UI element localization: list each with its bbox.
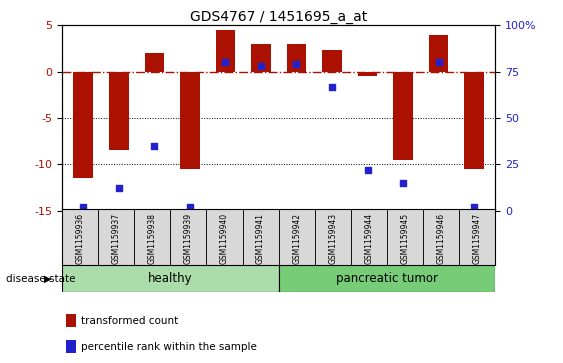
Text: GSM1159941: GSM1159941 xyxy=(256,213,265,264)
Point xyxy=(79,204,88,210)
Bar xyxy=(109,72,128,150)
Title: GDS4767 / 1451695_a_at: GDS4767 / 1451695_a_at xyxy=(190,11,367,24)
Bar xyxy=(287,44,306,72)
Bar xyxy=(145,53,164,72)
Point xyxy=(328,83,337,89)
Bar xyxy=(62,209,98,265)
Point xyxy=(399,180,408,185)
Bar xyxy=(207,209,243,265)
Bar xyxy=(243,209,279,265)
Bar xyxy=(171,209,207,265)
Text: percentile rank within the sample: percentile rank within the sample xyxy=(82,342,257,352)
Text: GSM1159939: GSM1159939 xyxy=(184,213,193,264)
Bar xyxy=(351,209,387,265)
Bar xyxy=(322,50,342,72)
Bar xyxy=(134,209,171,265)
Bar xyxy=(387,209,423,265)
Text: GSM1159936: GSM1159936 xyxy=(75,213,84,264)
Point xyxy=(185,204,194,210)
Text: ▶: ▶ xyxy=(44,274,52,284)
Text: healthy: healthy xyxy=(148,272,193,285)
Bar xyxy=(423,209,459,265)
Point xyxy=(470,204,479,210)
Text: GSM1159945: GSM1159945 xyxy=(401,213,410,264)
Bar xyxy=(98,209,134,265)
Bar xyxy=(429,34,448,72)
Bar xyxy=(279,209,315,265)
Point xyxy=(363,167,372,173)
Text: GSM1159940: GSM1159940 xyxy=(220,213,229,264)
Bar xyxy=(459,209,495,265)
Text: transformed count: transformed count xyxy=(82,316,178,326)
Text: disease state: disease state xyxy=(6,274,75,284)
Point xyxy=(434,60,443,65)
Point xyxy=(221,60,230,65)
Point xyxy=(292,61,301,67)
Bar xyxy=(251,44,271,72)
Text: GSM1159944: GSM1159944 xyxy=(364,213,373,264)
Text: pancreatic tumor: pancreatic tumor xyxy=(336,272,438,285)
Point xyxy=(150,143,159,149)
Bar xyxy=(216,30,235,72)
Point xyxy=(114,185,123,191)
Bar xyxy=(394,72,413,160)
Bar xyxy=(358,72,377,76)
Text: GSM1159942: GSM1159942 xyxy=(292,213,301,264)
Text: GSM1159946: GSM1159946 xyxy=(437,213,446,264)
Bar xyxy=(180,72,200,169)
Text: GSM1159943: GSM1159943 xyxy=(328,213,337,264)
Text: GSM1159947: GSM1159947 xyxy=(473,213,482,264)
Text: GSM1159937: GSM1159937 xyxy=(111,213,120,264)
Bar xyxy=(279,265,495,292)
Text: GSM1159938: GSM1159938 xyxy=(148,213,157,264)
Bar xyxy=(66,314,76,327)
Point xyxy=(256,63,265,69)
Bar xyxy=(315,209,351,265)
Bar xyxy=(62,265,279,292)
Bar xyxy=(66,340,76,352)
Bar xyxy=(74,72,93,178)
Bar xyxy=(464,72,484,169)
